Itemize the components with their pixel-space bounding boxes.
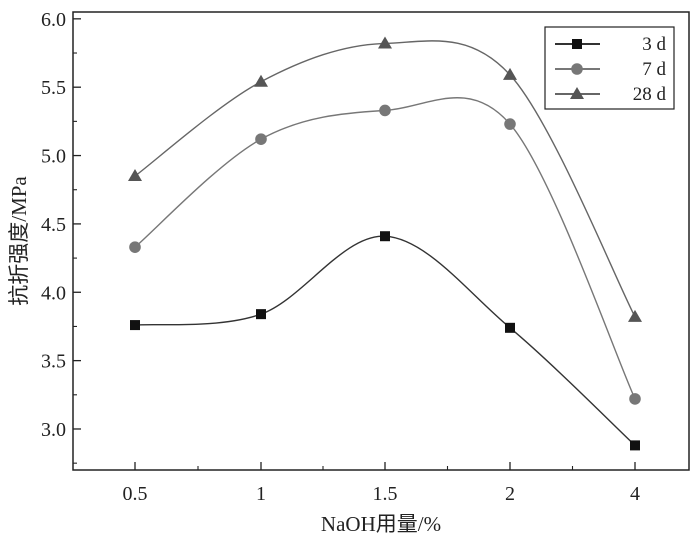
legend-marker: [570, 87, 584, 99]
data-point-7d: [129, 241, 141, 253]
x-tick-label: 1.5: [373, 483, 398, 505]
y-tick-label: 5.0: [41, 146, 66, 168]
legend-label: 3 d: [642, 34, 666, 55]
y-tick-label: 3.0: [41, 419, 66, 441]
data-point-7d: [255, 133, 267, 145]
data-point-28d: [503, 67, 517, 80]
x-tick-label: 2: [505, 483, 515, 505]
data-point-3d: [380, 231, 390, 242]
data-point-7d: [629, 393, 641, 405]
data-point-28d: [128, 169, 142, 182]
y-axis: 3.0 3.5 4.0 4.5 5.0 5.5 6.0: [41, 9, 81, 464]
data-point-3d: [630, 440, 640, 451]
y-tick-label: 6.0: [41, 9, 66, 31]
data-point-3d: [130, 320, 140, 331]
x-axis-title: NaOH用量/%: [321, 512, 441, 536]
legend: 3 d 7 d 28 d: [544, 26, 675, 110]
plot-frame: [72, 11, 690, 471]
legend-label: 28 d: [633, 84, 667, 105]
data-point-28d: [254, 74, 268, 87]
trend-line-3d: [134, 235, 636, 446]
legend-marker: [571, 63, 583, 75]
data-point-28d: [378, 36, 392, 49]
legend-label: 7 d: [642, 59, 666, 80]
y-tick-label: 5.5: [41, 77, 66, 99]
x-tick-label: 4: [630, 483, 640, 505]
data-point-7d: [379, 104, 391, 117]
data-point-28d: [628, 309, 642, 322]
y-tick-label: 3.5: [41, 351, 66, 373]
y-axis-title: 抗折强度/MPa: [7, 176, 31, 306]
x-axis: 0.5 1 1.5 2 4: [123, 462, 640, 505]
x-tick-label: 0.5: [123, 483, 148, 505]
trend-line-28d: [134, 40, 636, 318]
y-tick-label: 4.5: [41, 214, 66, 236]
data-point-3d: [505, 322, 515, 333]
trend-line-7d: [134, 97, 636, 400]
x-tick-label: 1: [256, 483, 266, 505]
legend-marker: [572, 39, 582, 49]
data-point-3d: [256, 309, 266, 320]
data-markers: [128, 36, 642, 451]
data-point-7d: [504, 118, 516, 130]
y-tick-label: 4.0: [41, 282, 66, 304]
